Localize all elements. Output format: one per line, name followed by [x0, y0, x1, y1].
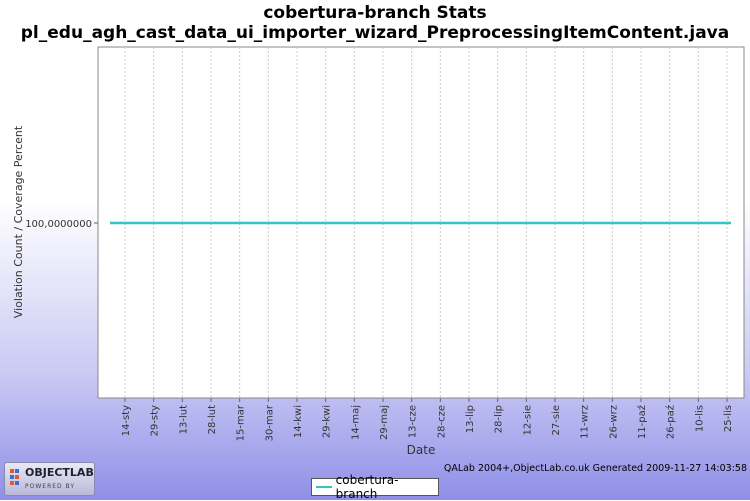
x-tick-label: 28-cze	[436, 405, 447, 438]
x-tick-labels: 14-sty 29-sty 13-lut 28-lut 15-mar 30-mar 14-k…	[121, 398, 734, 441]
x-axis-label: Date	[407, 443, 436, 457]
x-tick-label: 14-kwi	[293, 405, 304, 438]
x-tick-label: 28-lip	[494, 405, 505, 433]
logo-text: OBJECTLAB	[25, 466, 94, 479]
x-tick-label: 26-paź	[665, 405, 677, 439]
logo-subtext: POWERED BY	[25, 483, 76, 490]
x-tick-label: 30-mar	[264, 404, 275, 441]
y-tick-labels: 100,0000000	[25, 219, 98, 230]
x-tick-label: 29-sty	[150, 405, 161, 436]
x-tick-label: 13-lip	[465, 405, 476, 433]
x-tick-label: 11-wrz	[580, 405, 591, 439]
x-tick-label: 12-sie	[522, 405, 533, 435]
generated-note: QALab 2004+,ObjectLab.co.uk Generated 20…	[443, 463, 747, 474]
y-axis-label: Violation Count / Coverage Percent	[12, 125, 25, 318]
legend: cobertura-branch	[311, 473, 439, 501]
logo-mark-icon	[10, 469, 19, 485]
chart-title: cobertura-branch Stats	[263, 3, 487, 23]
x-tick-label: 15-mar	[236, 404, 247, 441]
x-tick-label: 10-lis	[694, 405, 705, 432]
y-tick-label: 100,0000000	[25, 219, 92, 230]
x-tick-label: 28-lut	[207, 405, 218, 434]
gridlines	[124, 47, 728, 398]
legend-label: cobertura-branch	[335, 473, 399, 501]
objectlab-logo: OBJECTLAB POWERED BY	[4, 462, 95, 496]
x-tick-label: 13-lut	[178, 405, 189, 434]
x-tick-label: 25-lis	[723, 405, 734, 432]
x-tick-label: 14-maj	[350, 405, 361, 440]
x-tick-label: 14-sty	[121, 405, 132, 436]
x-tick-label: 26-wrz	[608, 405, 619, 439]
x-tick-label: 29-kwi	[322, 405, 333, 438]
legend-swatch	[316, 486, 332, 488]
x-tick-label: 11-paź	[636, 405, 648, 439]
x-tick-label: 29-maj	[379, 405, 390, 440]
chart-subtitle: pl_edu_agh_cast_data_ui_importer_wizard_…	[20, 23, 730, 43]
x-tick-label: 27-sie	[551, 405, 562, 435]
x-tick-label: 13-cze	[408, 405, 419, 438]
